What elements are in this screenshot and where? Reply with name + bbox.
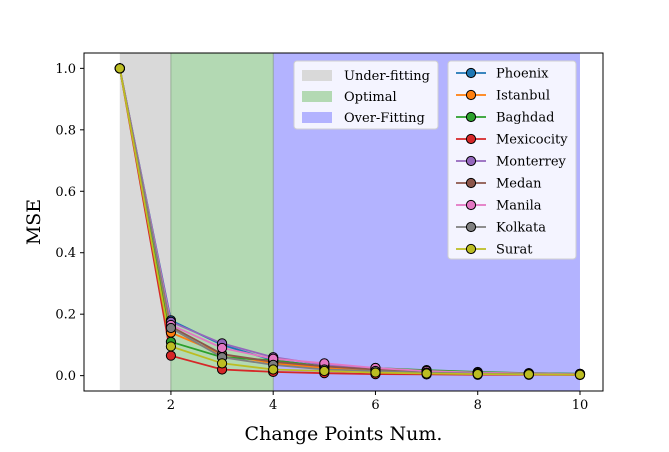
legend-series: Phoenix Istanbul Baghdad Mexicocity Monterre… <box>447 60 577 260</box>
y-tick-label: 0.2 <box>55 308 76 323</box>
data-point-surat <box>523 369 534 380</box>
x-tick-label: 8 <box>474 398 482 413</box>
legend-label-baghdad: Baghdad <box>496 111 554 126</box>
legend-label-monterrey: Monterrey <box>496 155 567 170</box>
data-point-surat <box>268 364 279 375</box>
x-tick-label: 2 <box>167 398 175 413</box>
data-point-surat <box>114 63 125 74</box>
legend-label-manila: Manila <box>496 199 542 214</box>
y-tick-label: 1.0 <box>55 62 76 77</box>
region-optimal <box>170 53 274 391</box>
ticks-layer: 2 4 6 8 10 0.0 0.2 0.4 0.6 0.8 1.0 <box>55 62 588 413</box>
legend-label-mexicocity: Mexicocity <box>496 133 568 148</box>
data-point-surat <box>370 367 381 378</box>
legend-swatch-under-fitting <box>302 70 332 81</box>
series-line-surat <box>118 68 581 376</box>
series-markers-layer <box>114 63 586 381</box>
y-tick-label: 0.8 <box>55 123 76 138</box>
legend-series-box <box>447 60 577 260</box>
legend-label-under-fitting: Under-fitting <box>344 69 430 84</box>
data-point-kolkata <box>165 322 177 334</box>
y-tick-label: 0.0 <box>55 369 76 384</box>
y-tick-label: 0.6 <box>55 185 76 200</box>
legend-label-over-fitting: Over-Fitting <box>344 111 425 126</box>
legend-marker-manila <box>465 199 477 211</box>
series-lines-layer <box>118 68 581 376</box>
data-point-surat <box>421 368 432 379</box>
legend-label-surat: Surat <box>496 243 533 258</box>
legend-swatch-optimal <box>302 91 332 102</box>
x-tick-label: 4 <box>269 398 277 413</box>
legend-label-medan: Medan <box>496 177 542 192</box>
data-point-manila <box>216 342 228 354</box>
legend-label-optimal: Optimal <box>344 90 397 105</box>
legend-marker-istanbul <box>465 89 477 101</box>
legend-swatch-over-fitting <box>302 112 332 123</box>
data-point-surat <box>165 341 177 352</box>
data-point-mexicocity <box>165 350 177 361</box>
legend-regions: Under-fitting Optimal Over-Fitting <box>293 60 439 130</box>
data-point-surat <box>472 369 483 380</box>
x-axis-title: Change Points Num. <box>245 423 443 445</box>
legend-label-kolkata: Kolkata <box>496 221 546 236</box>
data-point-surat <box>574 369 586 380</box>
legend-marker-monterrey <box>465 155 477 167</box>
legend-marker-surat <box>465 243 477 255</box>
x-tick-label: 10 <box>572 398 589 413</box>
legend-marker-kolkata <box>465 221 477 233</box>
data-point-surat <box>319 365 330 377</box>
legend-marker-baghdad <box>465 111 477 123</box>
legend-marker-medan <box>465 177 477 189</box>
plot-frame <box>83 52 604 392</box>
legend-marker-mexicocity <box>465 133 477 145</box>
y-axis-title: MSE <box>23 199 45 245</box>
legend-label-istanbul: Istanbul <box>496 89 550 104</box>
legend-marker-phoenix <box>465 67 477 79</box>
x-tick-label: 6 <box>371 398 379 413</box>
data-point-surat <box>216 358 228 369</box>
y-tick-label: 0.4 <box>55 246 76 261</box>
legend-label-phoenix: Phoenix <box>496 67 549 82</box>
